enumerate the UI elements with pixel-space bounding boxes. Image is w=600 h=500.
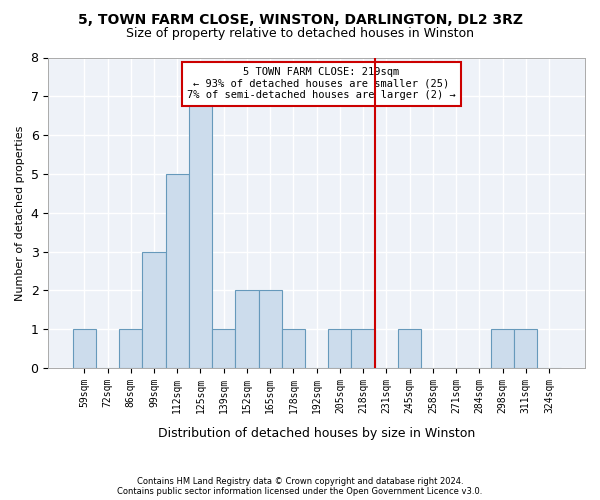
Bar: [328, 330, 352, 368]
Bar: [119, 330, 142, 368]
Bar: [212, 330, 235, 368]
Text: Size of property relative to detached houses in Winston: Size of property relative to detached ho…: [126, 28, 474, 40]
Bar: [189, 96, 212, 368]
Bar: [352, 330, 375, 368]
Text: Contains HM Land Registry data © Crown copyright and database right 2024.: Contains HM Land Registry data © Crown c…: [137, 477, 463, 486]
Text: 5 TOWN FARM CLOSE: 219sqm
← 93% of detached houses are smaller (25)
7% of semi-d: 5 TOWN FARM CLOSE: 219sqm ← 93% of detac…: [187, 67, 455, 100]
Bar: [514, 330, 538, 368]
X-axis label: Distribution of detached houses by size in Winston: Distribution of detached houses by size …: [158, 427, 475, 440]
Bar: [282, 330, 305, 368]
Y-axis label: Number of detached properties: Number of detached properties: [15, 125, 25, 300]
Bar: [166, 174, 189, 368]
Bar: [398, 330, 421, 368]
Bar: [235, 290, 259, 368]
Bar: [142, 252, 166, 368]
Bar: [259, 290, 282, 368]
Bar: [491, 330, 514, 368]
Text: 5, TOWN FARM CLOSE, WINSTON, DARLINGTON, DL2 3RZ: 5, TOWN FARM CLOSE, WINSTON, DARLINGTON,…: [77, 12, 523, 26]
Text: Contains public sector information licensed under the Open Government Licence v3: Contains public sector information licen…: [118, 487, 482, 496]
Bar: [73, 330, 96, 368]
